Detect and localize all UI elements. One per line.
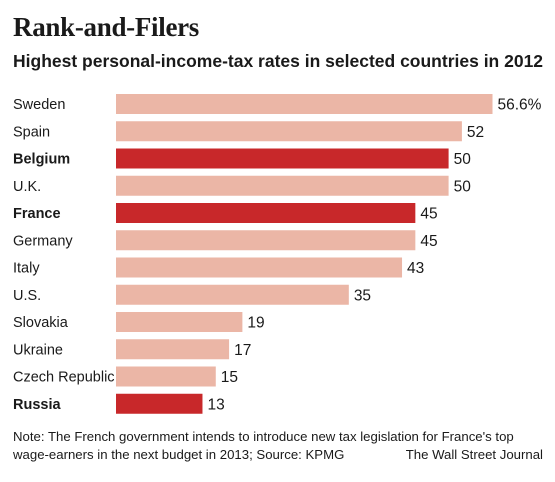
bar-slovakia (116, 312, 243, 332)
value-label-france: 45 (420, 206, 437, 223)
chart-source: The Wall Street Journal (405, 447, 543, 462)
category-label-belgium: Belgium (13, 152, 70, 168)
bar-italy (116, 257, 403, 278)
value-label-slovakia: 19 (247, 315, 264, 332)
value-label-germany: 45 (420, 233, 437, 250)
bar-u-k (116, 175, 449, 196)
value-label-u-s: 35 (354, 287, 371, 304)
category-label-ukraine: Ukraine (13, 342, 63, 358)
category-label-france: France (13, 206, 61, 222)
bar-chart: Sweden 56.6% Spain 52 Belgium 50 U.K. 50 France 4… (13, 94, 542, 414)
bar-france (116, 203, 416, 223)
category-label-germany: Germany (13, 233, 73, 249)
category-label-italy: Italy (13, 261, 40, 277)
value-label-u-k: 50 (454, 178, 472, 195)
bar-belgium (116, 148, 449, 169)
value-label-sweden: 56.6% (498, 97, 542, 114)
category-label-czech-republic: Czech Republic (13, 370, 115, 386)
value-label-czech-republic: 15 (221, 369, 238, 386)
category-label-spain: Spain (13, 124, 50, 140)
bar-spain (116, 121, 462, 142)
category-label-u-s: U.S. (13, 288, 41, 304)
value-label-ukraine: 17 (234, 342, 251, 359)
bar-russia (116, 393, 203, 414)
bar-ukraine (116, 339, 230, 360)
bar-u-s (116, 284, 349, 305)
category-label-sweden: Sweden (13, 97, 65, 113)
category-label-russia: Russia (13, 397, 61, 413)
bar-germany (116, 230, 416, 251)
chart-subtitle: Highest personal-income-tax rates in sel… (13, 51, 544, 71)
chart-title: Rank-and-Filers (13, 12, 200, 42)
category-label-slovakia: Slovakia (13, 315, 69, 331)
category-label-u-k: U.K. (13, 179, 41, 195)
value-label-italy: 43 (407, 260, 424, 277)
value-label-spain: 52 (467, 124, 484, 141)
bar-sweden (116, 94, 493, 114)
value-label-belgium: 50 (454, 151, 472, 168)
chart-note: Note: The French government intends to i… (13, 429, 514, 462)
bar-czech-republic (116, 366, 216, 387)
value-label-russia: 13 (207, 396, 224, 413)
